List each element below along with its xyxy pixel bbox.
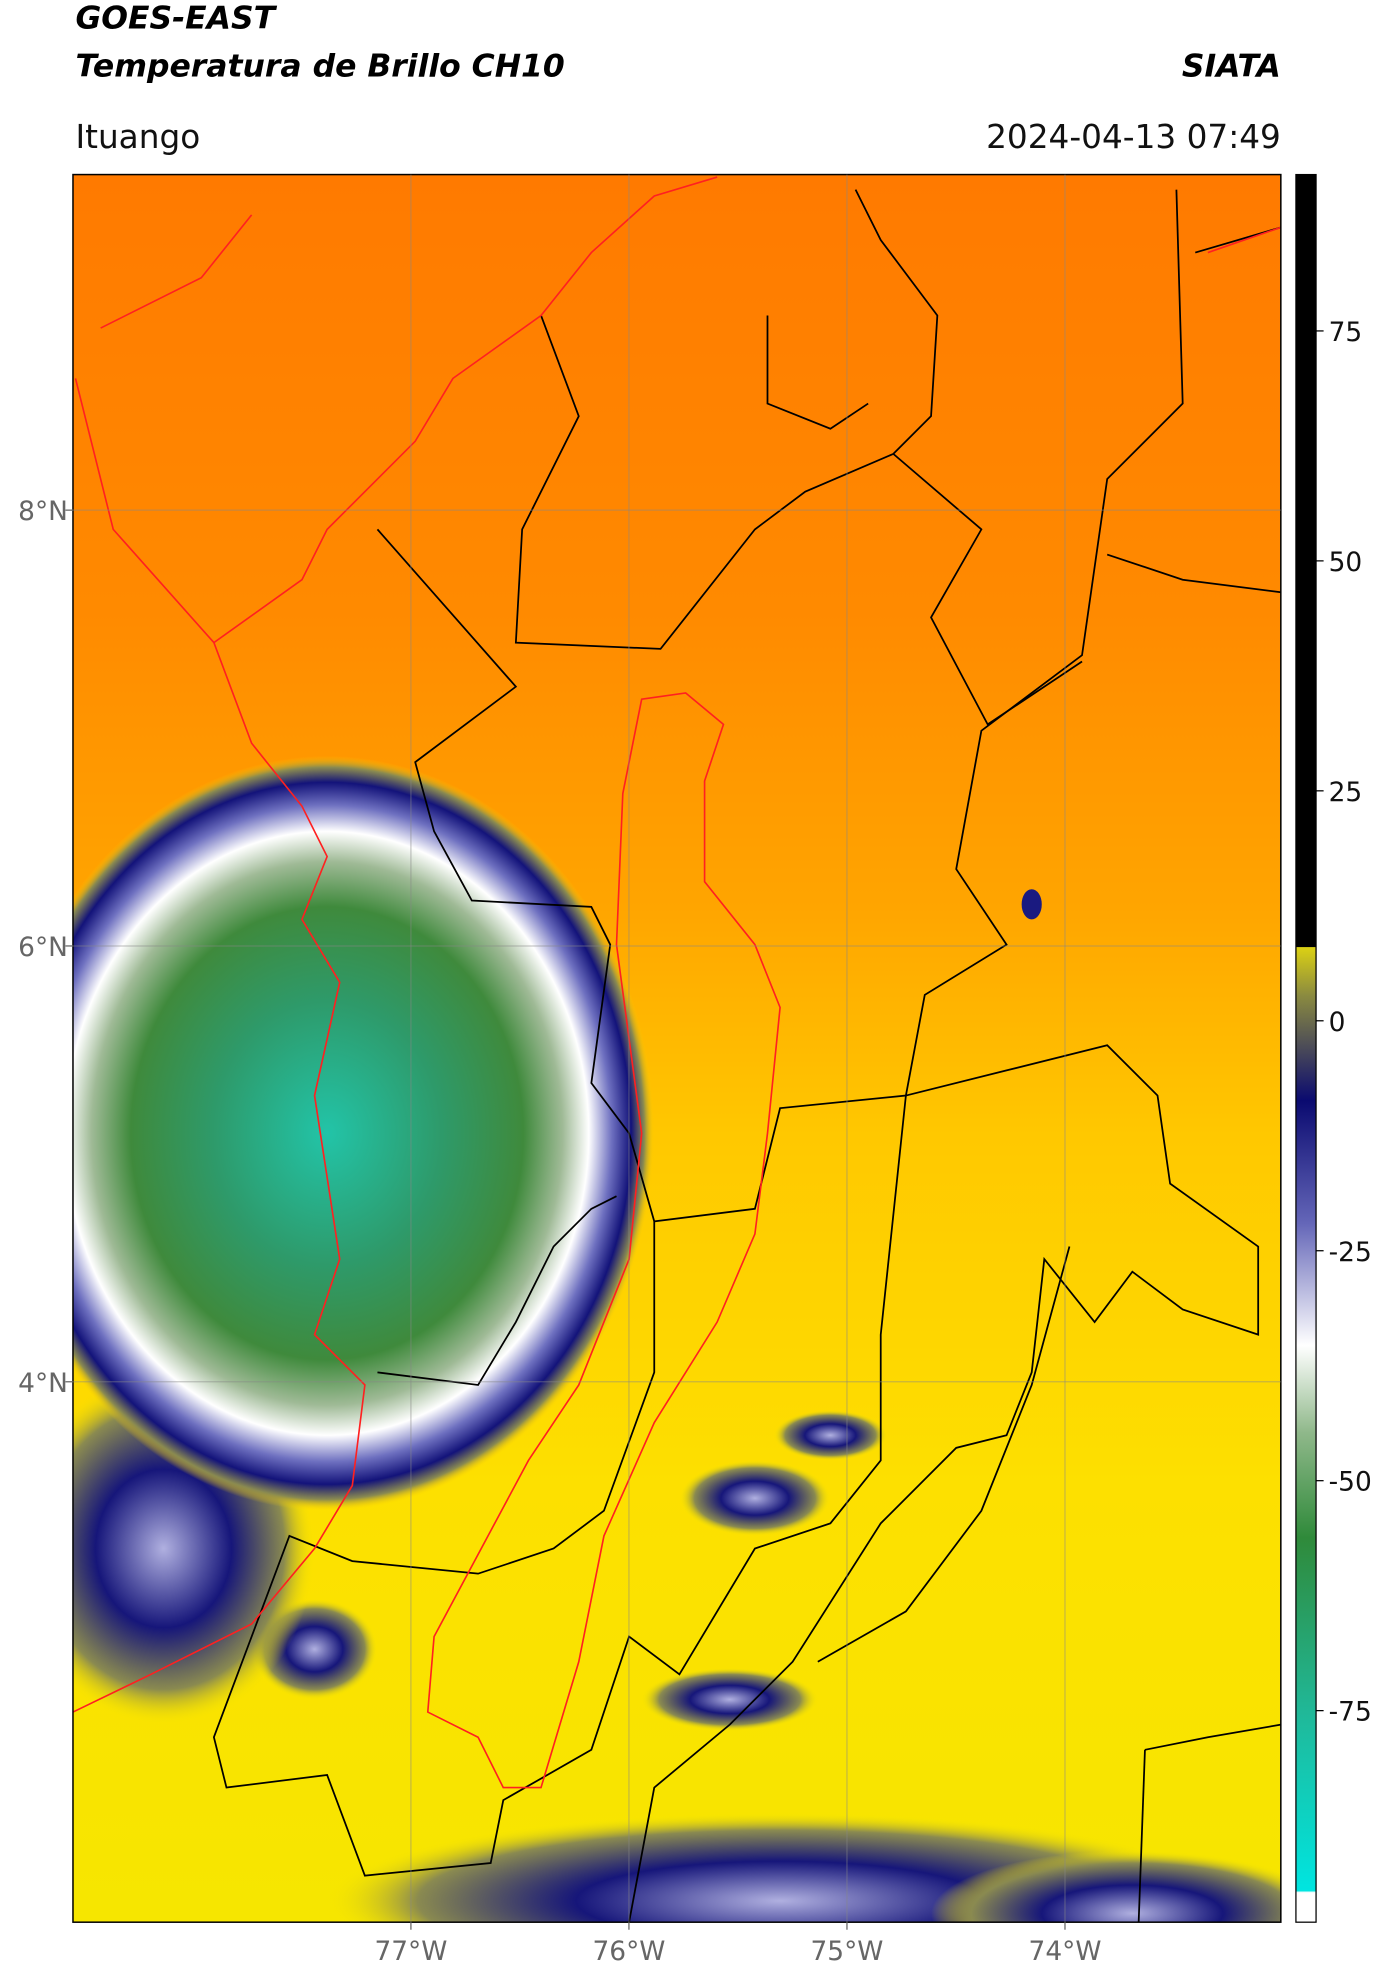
colorbar-tick-label: -75 — [1329, 1697, 1372, 1728]
cloud-cell — [1021, 889, 1042, 920]
colorbar-tick-label: 0 — [1329, 1007, 1346, 1038]
cloud-cell — [679, 1460, 831, 1536]
colorbar-tick-label: 50 — [1329, 547, 1363, 578]
title: GOES-EAST — [75, 1, 277, 37]
location: Ituango — [75, 118, 200, 156]
colorbar-tick-label: 75 — [1329, 317, 1363, 348]
colorbar-tick-label: -25 — [1329, 1237, 1372, 1268]
cloud-cell — [773, 1410, 888, 1461]
colorbar-tick-label: 25 — [1329, 777, 1363, 808]
subtitle: Temperatura de Brillo CH10 — [75, 48, 564, 84]
x-tick-label: 74°W — [1029, 1936, 1102, 1967]
storm-system — [72, 755, 655, 1511]
x-tick-label: 76°W — [592, 1936, 665, 1967]
x-tick-label: 75°W — [810, 1936, 883, 1967]
timestamp: 2024-04-13 07:49 — [986, 118, 1281, 156]
plot-frame — [72, 173, 1282, 1923]
source: SIATA — [1182, 48, 1281, 84]
cloud-cell — [641, 1668, 818, 1731]
satellite-image — [72, 174, 1281, 1923]
borders — [212, 189, 1281, 1923]
cloud-cell — [931, 1850, 1281, 1923]
y-tick-label: 4°N — [18, 1368, 68, 1399]
region-border — [72, 176, 1281, 1789]
colorbar-top — [1295, 174, 1317, 948]
y-tick-label: 8°N — [18, 496, 68, 527]
colorbar-tick-label: -50 — [1329, 1467, 1372, 1498]
x-tick-label: 77°W — [374, 1936, 447, 1967]
y-tick-label: 6°N — [18, 932, 68, 963]
